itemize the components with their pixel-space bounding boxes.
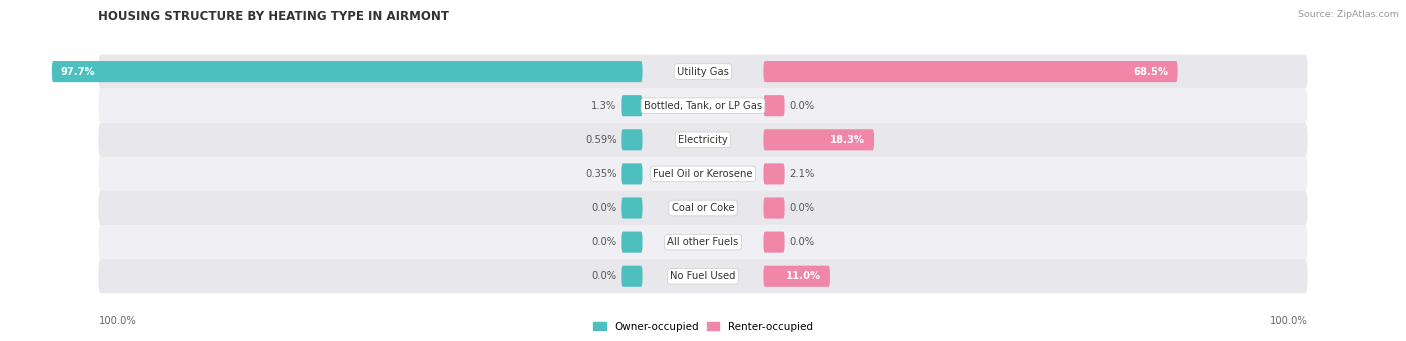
Text: 0.35%: 0.35% bbox=[585, 169, 617, 179]
Text: 0.0%: 0.0% bbox=[592, 203, 617, 213]
FancyBboxPatch shape bbox=[98, 191, 1308, 225]
Text: Fuel Oil or Kerosene: Fuel Oil or Kerosene bbox=[654, 169, 752, 179]
FancyBboxPatch shape bbox=[98, 89, 1308, 123]
FancyBboxPatch shape bbox=[621, 197, 643, 219]
Text: Bottled, Tank, or LP Gas: Bottled, Tank, or LP Gas bbox=[644, 101, 762, 111]
FancyBboxPatch shape bbox=[763, 129, 875, 150]
Text: 0.0%: 0.0% bbox=[592, 271, 617, 281]
Text: No Fuel Used: No Fuel Used bbox=[671, 271, 735, 281]
FancyBboxPatch shape bbox=[763, 266, 830, 287]
FancyBboxPatch shape bbox=[621, 232, 643, 253]
Text: 0.0%: 0.0% bbox=[789, 237, 814, 247]
FancyBboxPatch shape bbox=[621, 129, 643, 150]
Text: Coal or Coke: Coal or Coke bbox=[672, 203, 734, 213]
FancyBboxPatch shape bbox=[763, 232, 785, 253]
FancyBboxPatch shape bbox=[52, 61, 643, 82]
FancyBboxPatch shape bbox=[98, 55, 1308, 89]
FancyBboxPatch shape bbox=[621, 266, 643, 287]
Text: Electricity: Electricity bbox=[678, 135, 728, 145]
Text: 68.5%: 68.5% bbox=[1133, 66, 1168, 77]
Text: 11.0%: 11.0% bbox=[786, 271, 821, 281]
Text: 2.1%: 2.1% bbox=[789, 169, 815, 179]
Text: 1.3%: 1.3% bbox=[592, 101, 617, 111]
FancyBboxPatch shape bbox=[98, 225, 1308, 259]
FancyBboxPatch shape bbox=[621, 95, 643, 116]
Legend: Owner-occupied, Renter-occupied: Owner-occupied, Renter-occupied bbox=[589, 317, 817, 336]
FancyBboxPatch shape bbox=[763, 95, 785, 116]
FancyBboxPatch shape bbox=[621, 163, 643, 184]
Text: All other Fuels: All other Fuels bbox=[668, 237, 738, 247]
FancyBboxPatch shape bbox=[98, 123, 1308, 157]
FancyBboxPatch shape bbox=[763, 197, 785, 219]
Text: 100.0%: 100.0% bbox=[98, 315, 136, 326]
Text: Source: ZipAtlas.com: Source: ZipAtlas.com bbox=[1298, 10, 1399, 19]
FancyBboxPatch shape bbox=[763, 163, 785, 184]
Text: Utility Gas: Utility Gas bbox=[678, 66, 728, 77]
FancyBboxPatch shape bbox=[98, 259, 1308, 293]
FancyBboxPatch shape bbox=[763, 61, 1178, 82]
Text: 97.7%: 97.7% bbox=[60, 66, 96, 77]
Text: 0.0%: 0.0% bbox=[592, 237, 617, 247]
Text: 18.3%: 18.3% bbox=[830, 135, 865, 145]
Text: 0.59%: 0.59% bbox=[585, 135, 617, 145]
Text: 100.0%: 100.0% bbox=[1270, 315, 1308, 326]
Text: 0.0%: 0.0% bbox=[789, 101, 814, 111]
Text: 0.0%: 0.0% bbox=[789, 203, 814, 213]
Text: HOUSING STRUCTURE BY HEATING TYPE IN AIRMONT: HOUSING STRUCTURE BY HEATING TYPE IN AIR… bbox=[98, 10, 450, 23]
FancyBboxPatch shape bbox=[98, 157, 1308, 191]
